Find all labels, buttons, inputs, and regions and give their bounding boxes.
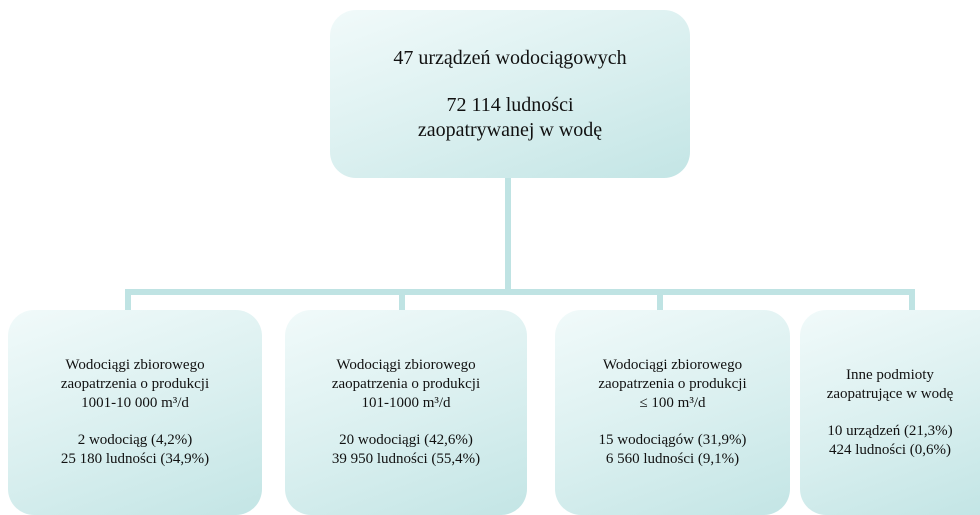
node-stats: 15 wodociągów (31,9%) 6 560 ludności (9,1… (599, 431, 747, 469)
node-title: Wodociągi zbiorowego zaopatrzenia o produ… (598, 356, 746, 413)
text-line: 101-1000 m³/d (361, 395, 451, 411)
node: Wodociągi zbiorowego zaopatrzenia o produ… (285, 310, 527, 515)
text-line: Wodociągi zbiorowego (65, 357, 205, 373)
text-line: 47 urządzeń wodociągowych (393, 46, 627, 69)
node-title: Wodociągi zbiorowego zaopatrzenia o produ… (61, 356, 209, 413)
text-line: zaopatrzenia o produkcji (331, 376, 481, 392)
root-node: 47 urządzeń wodociągowych 72 114 ludności… (330, 10, 690, 178)
text-line: zaopatrujące w wodę (826, 385, 954, 402)
text-line: 6 560 ludności (9,1%) (605, 451, 740, 467)
node-stats: 20 wodociągi (42,6%) 39 950 ludności (55,… (332, 431, 480, 469)
text-line: 1001-10 000 m³/d (81, 395, 189, 411)
text-line: 20 wodociągi (42,6%) (339, 432, 473, 448)
text-line: ≤ 100 m³/d (639, 395, 706, 411)
node: Inne podmioty zaopatrujące w wodę 10 urząd… (800, 310, 980, 515)
node: Wodociągi zbiorowego zaopatrzenia o produ… (555, 310, 790, 515)
text-line: 72 114 ludności (446, 93, 574, 116)
text-line: Wodociągi zbiorowego (602, 357, 743, 373)
text-line: 10 urządzeń (21,3%) (827, 422, 953, 439)
text-line: 25 180 ludności (34,9%) (60, 451, 210, 467)
text-line: zaopatrywanej w wodę (417, 118, 603, 141)
text-line: Wodociągi zbiorowego (336, 357, 476, 373)
node-title: Wodociągi zbiorowego zaopatrzenia o produ… (332, 356, 480, 413)
node: Wodociągi zbiorowego zaopatrzenia o produ… (8, 310, 262, 515)
text-line: 15 wodociągów (31,9%) (598, 432, 747, 448)
node-stats: 72 114 ludności zaopatrywanej w wodę (418, 93, 602, 143)
node-stats: 2 wodociąg (4,2%) 25 180 ludności (34,9%) (61, 431, 209, 469)
text-line: 2 wodociąg (4,2%) (77, 432, 193, 448)
text-line: zaopatrzenia o produkcji (598, 376, 747, 392)
node-stats: 10 urządzeń (21,3%) 424 ludności (0,6%) (827, 422, 952, 460)
text-line: 39 950 ludności (55,4%) (331, 451, 481, 467)
text-line: zaopatrzenia o produkcji (60, 376, 210, 392)
node-title: 47 urządzeń wodociągowych (393, 46, 626, 71)
node-title: Inne podmioty zaopatrujące w wodę (827, 366, 954, 404)
text-line: 424 ludności (0,6%) (828, 441, 952, 458)
text-line: Inne podmioty (846, 366, 934, 383)
